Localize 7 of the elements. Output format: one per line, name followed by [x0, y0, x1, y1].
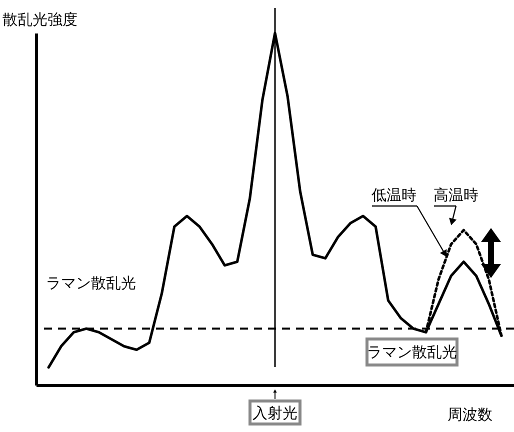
annotation: ラマン散乱光 — [46, 274, 136, 292]
text: 入射光 — [252, 404, 298, 422]
annotation: ラマン散乱光 — [367, 343, 457, 361]
y-axis-title: 散乱光強度 — [2, 10, 78, 28]
x-axis-title: 周波数 — [448, 406, 492, 424]
text: 高温時 — [434, 186, 478, 204]
series-label: 低温時 — [372, 186, 416, 204]
